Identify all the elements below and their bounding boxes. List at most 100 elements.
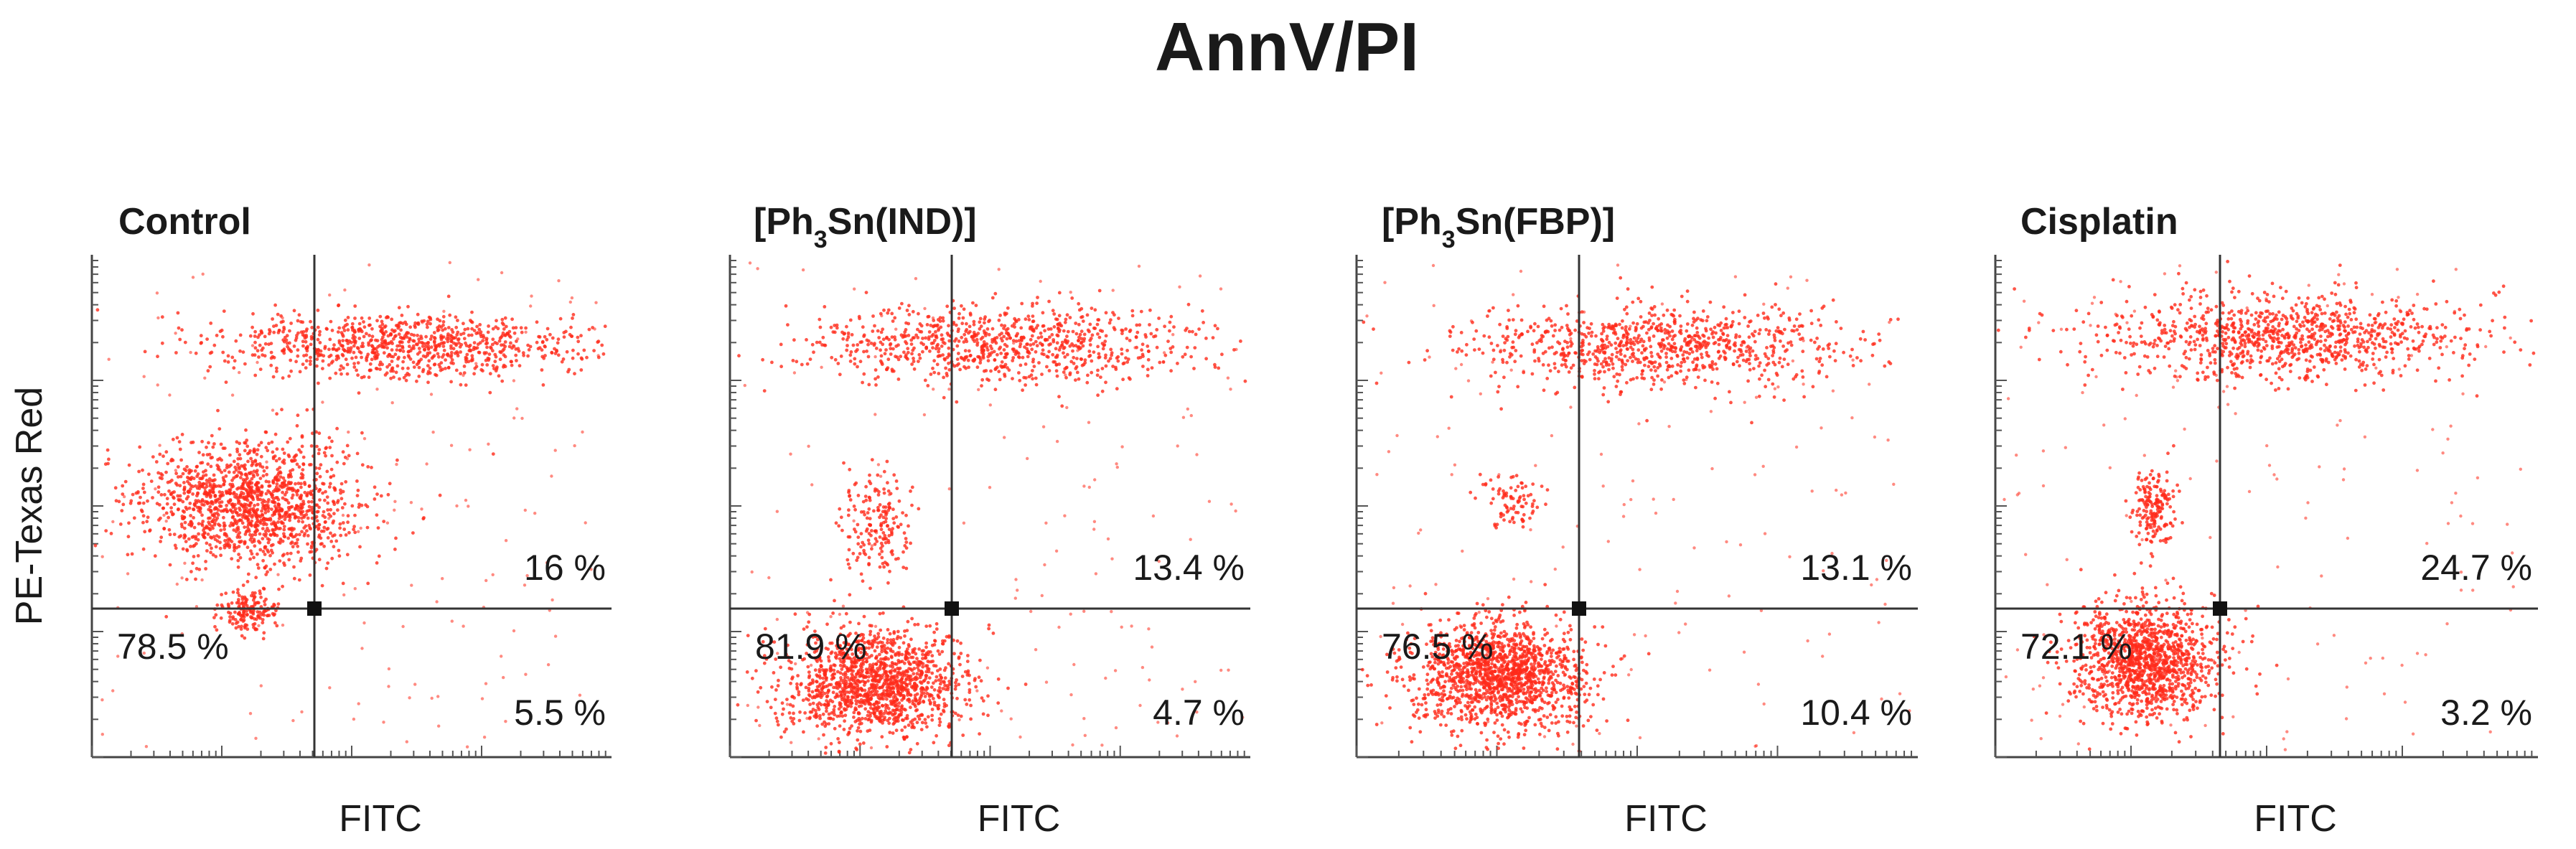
event-dot [217, 427, 222, 431]
figure-title: AnnV/PI [1155, 9, 1419, 85]
event-dot [891, 722, 896, 726]
event-dot [805, 338, 808, 342]
event-dot [1152, 334, 1156, 339]
event-dot [295, 423, 299, 428]
event-dot [548, 332, 552, 337]
event-dot [382, 520, 386, 523]
event-dot [862, 614, 866, 619]
event-dot [945, 372, 949, 375]
event-dot [957, 656, 961, 660]
event-dot [195, 494, 199, 498]
event-dot [289, 541, 293, 545]
event-dot [882, 711, 886, 716]
event-dot [797, 690, 801, 694]
event-dot [952, 306, 956, 310]
event-dot [301, 333, 305, 337]
event-dot [927, 667, 931, 671]
event-dot [935, 362, 940, 367]
event-dot [1011, 377, 1014, 380]
event-dot [556, 341, 560, 345]
event-dot [565, 350, 569, 354]
event-dot [955, 678, 958, 682]
event-dot [907, 304, 911, 308]
quadrant-gate-handle[interactable] [307, 601, 322, 616]
event-dot [344, 357, 348, 362]
event-dot [391, 355, 395, 359]
event-dot [291, 487, 295, 490]
event-dot [1148, 308, 1152, 312]
event-dot [905, 683, 909, 687]
event-dot [441, 344, 446, 348]
event-dot [867, 339, 871, 343]
event-dot [178, 484, 182, 488]
event-dot [121, 492, 125, 496]
event-dot [264, 430, 268, 434]
event-dot [434, 373, 439, 377]
event-dot [1039, 331, 1043, 335]
event-dot [470, 354, 474, 358]
event-dot [441, 341, 445, 345]
event-dot [395, 458, 399, 462]
event-dot [478, 323, 482, 327]
event-dot [895, 675, 899, 680]
event-dot [446, 352, 450, 356]
event-dot [451, 347, 456, 351]
event-dot [551, 598, 554, 602]
event-dot [887, 721, 891, 726]
event-dot [856, 710, 861, 715]
event-dot [529, 304, 533, 308]
event-dot [1052, 312, 1057, 316]
event-dot [234, 339, 238, 343]
event-dot [243, 623, 248, 627]
event-dot [370, 334, 375, 339]
event-dot [234, 626, 238, 630]
event-dot [362, 621, 366, 625]
event-dot [222, 309, 226, 313]
event-dot [380, 319, 384, 324]
event-dot [1103, 339, 1107, 344]
event-dot [185, 465, 189, 469]
event-dot [543, 354, 547, 357]
event-dot [317, 431, 322, 436]
event-dot [206, 369, 210, 373]
event-dot [261, 550, 266, 553]
event-dot [266, 540, 271, 545]
event-dot [884, 703, 888, 707]
event-dot [891, 507, 895, 512]
event-dot [180, 632, 184, 636]
event-dot [199, 334, 203, 338]
event-dot [221, 334, 225, 339]
event-dot [284, 512, 289, 516]
event-dot [937, 678, 941, 682]
event-dot [769, 705, 773, 710]
event-dot [375, 350, 379, 354]
event-dot [245, 438, 249, 442]
event-dot [893, 669, 896, 673]
event-dot [449, 350, 454, 355]
event-dot [881, 337, 886, 342]
event-dot [516, 337, 520, 341]
event-dot [903, 725, 907, 729]
event-dot [362, 334, 366, 339]
event-dot [947, 346, 951, 350]
event-dot [1128, 339, 1132, 342]
event-dot [909, 677, 913, 681]
event-dot [934, 679, 938, 683]
event-dot [345, 362, 350, 367]
event-dot [360, 647, 364, 650]
event-dot [106, 448, 110, 452]
event-dot [230, 393, 235, 397]
event-dot [201, 484, 205, 489]
event-dot [1085, 380, 1090, 385]
event-dot [281, 623, 285, 627]
event-dot [165, 502, 169, 506]
event-dot [172, 495, 175, 499]
event-dot [423, 342, 427, 346]
event-dot [216, 467, 220, 471]
event-dot [861, 579, 865, 583]
event-dot [263, 545, 267, 549]
event-dot [848, 353, 853, 357]
quadrant-lower-right-pct: 5.5 % [514, 693, 606, 733]
event-dot [237, 470, 241, 474]
event-dot [524, 672, 528, 676]
